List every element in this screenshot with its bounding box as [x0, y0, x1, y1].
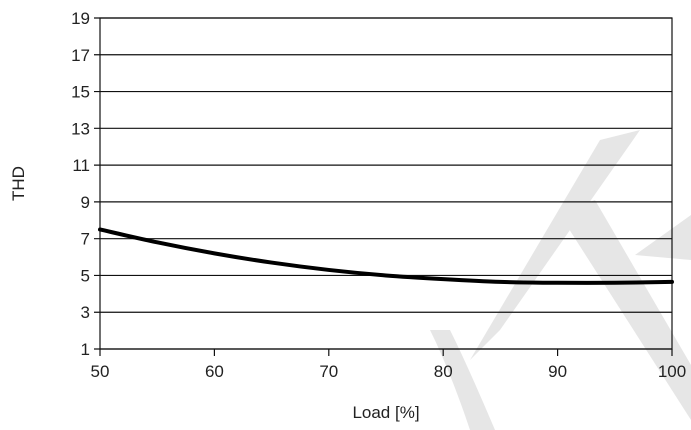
y-tick-label: 11 [72, 156, 90, 175]
y-tick-label: 3 [81, 303, 90, 322]
y-tick-label: 15 [71, 83, 90, 102]
y-tick-label: 1 [81, 340, 90, 359]
y-axis-label: THD [9, 166, 28, 201]
x-tick-label: 60 [205, 362, 224, 381]
y-tick-label: 17 [71, 46, 90, 65]
y-tick-label: 13 [71, 119, 90, 138]
y-tick-label: 9 [81, 193, 90, 212]
y-tick-label: 19 [71, 9, 90, 28]
x-tick-label: 100 [658, 362, 686, 381]
thd-series-line [98, 227, 674, 285]
x-axis-label: Load [%] [352, 403, 419, 422]
x-tick-label: 50 [91, 362, 110, 381]
x-tick-label: 90 [548, 362, 567, 381]
x-tick-label: 80 [434, 362, 453, 381]
y-tick-label: 5 [81, 266, 90, 285]
watermark-icon [430, 130, 691, 430]
x-tick-label: 70 [319, 362, 338, 381]
y-tick-label: 7 [81, 230, 90, 249]
plot-frame [99, 17, 673, 350]
